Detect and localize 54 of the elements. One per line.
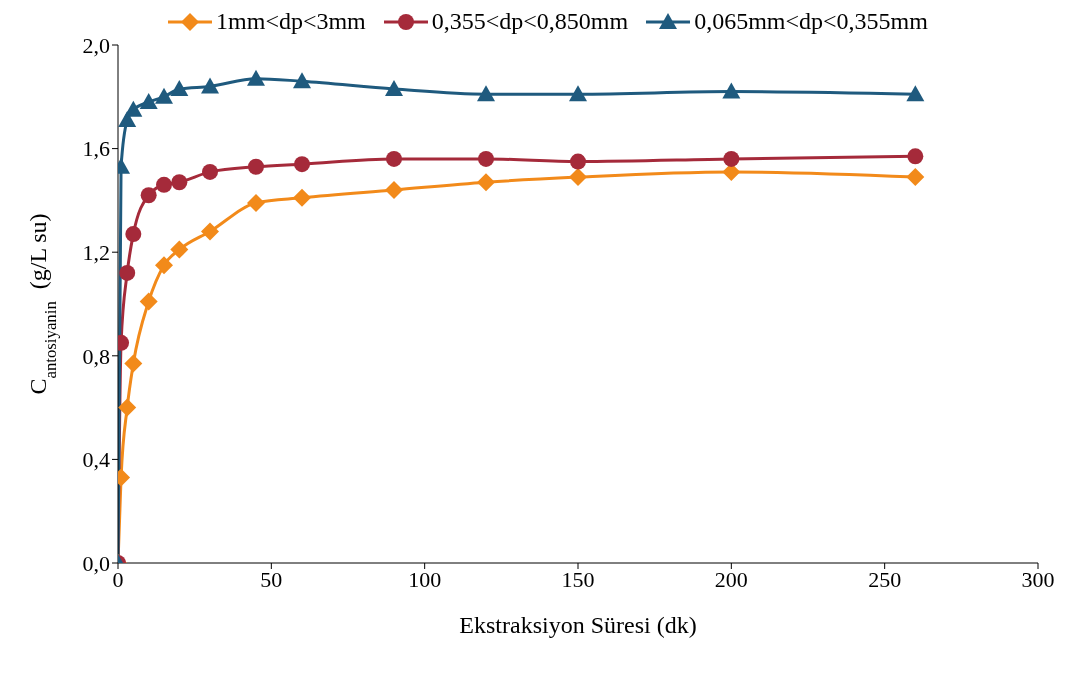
point bbox=[294, 156, 310, 173]
point bbox=[155, 256, 173, 275]
point bbox=[386, 150, 402, 167]
point bbox=[124, 100, 143, 117]
y-tick-label: 0,8 bbox=[82, 343, 110, 369]
y-tick-label: 1,6 bbox=[82, 136, 110, 162]
point bbox=[247, 193, 265, 212]
point bbox=[202, 163, 218, 180]
point bbox=[723, 150, 740, 167]
point bbox=[293, 188, 311, 207]
legend-label: 0,355<dp<0,850mm bbox=[431, 8, 629, 35]
y-tick-label: 2,0 bbox=[82, 32, 110, 58]
point bbox=[156, 176, 172, 193]
x-tick-label: 0 bbox=[112, 566, 124, 592]
y-tick-label: 0,4 bbox=[82, 447, 110, 473]
point bbox=[569, 168, 587, 187]
point bbox=[201, 222, 219, 241]
point bbox=[170, 80, 189, 97]
point bbox=[385, 80, 403, 97]
point bbox=[119, 264, 136, 281]
point bbox=[478, 150, 494, 167]
point bbox=[140, 187, 157, 204]
point bbox=[170, 240, 189, 259]
point bbox=[139, 92, 158, 109]
x-axis-title: Ekstraksiyon Süresi (dk) bbox=[459, 612, 697, 638]
point bbox=[570, 153, 586, 170]
point bbox=[139, 292, 158, 311]
point bbox=[569, 85, 587, 102]
point bbox=[171, 174, 188, 191]
point bbox=[293, 72, 311, 89]
point bbox=[477, 85, 495, 102]
point bbox=[248, 158, 264, 175]
y-tick-label: 1,2 bbox=[82, 240, 110, 266]
point bbox=[118, 398, 137, 417]
point bbox=[125, 226, 142, 243]
x-tick-label: 250 bbox=[868, 566, 902, 592]
y-tick-label: 0,0 bbox=[82, 550, 110, 576]
x-tick-label: 200 bbox=[714, 566, 748, 592]
point bbox=[722, 82, 741, 99]
point bbox=[906, 85, 925, 102]
point bbox=[477, 173, 495, 192]
legend-label: 0,065mm<dp<0,355mm bbox=[694, 8, 928, 35]
point bbox=[907, 148, 924, 165]
x-tick-label: 300 bbox=[1021, 566, 1055, 592]
point bbox=[906, 168, 925, 187]
x-tick-label: 50 bbox=[260, 566, 283, 592]
point bbox=[385, 181, 403, 200]
legend-label: 1mm<dp<3mm bbox=[216, 8, 366, 35]
point bbox=[155, 87, 173, 104]
x-tick-label: 100 bbox=[408, 566, 442, 592]
point bbox=[201, 77, 219, 94]
point bbox=[247, 69, 265, 86]
x-tick-label: 150 bbox=[561, 566, 595, 592]
point bbox=[124, 354, 143, 373]
